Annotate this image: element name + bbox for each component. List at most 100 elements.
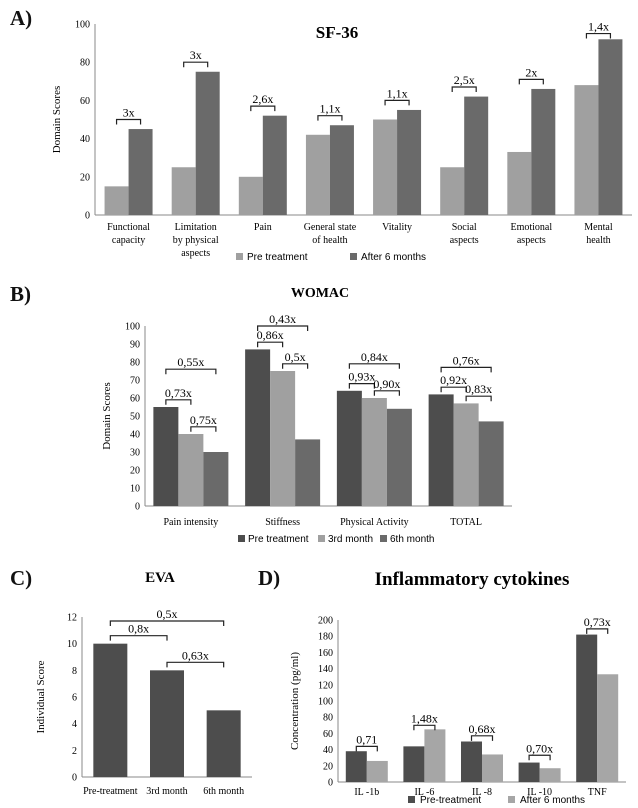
panel-label-d: D): [258, 566, 281, 590]
womac-bar: [295, 439, 321, 506]
womac-y-tick-label: 90: [130, 340, 140, 351]
womac-ratio-label: 0,86x: [257, 328, 284, 342]
sf36-category-label: health: [586, 235, 610, 246]
sf36-legend-swatch: [236, 253, 243, 260]
sf36-ratio-label: 2x: [525, 65, 537, 79]
womac-y-tick-label: 10: [130, 484, 140, 495]
sf36-bracket: [250, 105, 276, 112]
sf36-bracket: [518, 78, 544, 85]
womac-legend-label: 3rd month: [328, 534, 373, 545]
womac-bracket: [190, 426, 217, 432]
sf36-bar: [531, 88, 556, 215]
cytokines-ratio-label: 0,71: [356, 732, 377, 746]
sf36-bar: [195, 71, 220, 215]
cytokines-bar: [576, 634, 598, 782]
womac-bracket: [440, 386, 467, 393]
womac-category-label: TOTAL: [450, 517, 482, 528]
womac-ratio-label: 0,93x: [348, 370, 375, 384]
eva-y-tick-label: 10: [67, 639, 77, 650]
womac-ratio-label: 0,92x: [440, 373, 467, 387]
sf36-bar: [238, 176, 263, 215]
cytokines-legend-label: Pre-treatment: [420, 795, 481, 806]
cytokines-y-tick-label: 160: [318, 648, 333, 659]
womac-ratio-label: 0,73x: [165, 386, 192, 400]
eva-bracket: [109, 635, 168, 641]
cytokines-bar: [461, 741, 482, 782]
womac-legend-swatch: [318, 535, 325, 542]
sf36-ratio-label: 2,5x: [454, 73, 475, 87]
sf36-category-label: General state: [304, 222, 357, 233]
sf36-category-label: of health: [312, 235, 347, 246]
womac-y-tick-label: 20: [130, 466, 140, 477]
eva-bracket: [166, 661, 225, 668]
sf36-category-label: Mental: [584, 222, 613, 233]
womac-category-label: Pain intensity: [164, 517, 219, 528]
sf36-bar: [329, 125, 354, 215]
sf36-chart: 0 20 40 60 80 100 Domain Scores SF-36 Functional…: [51, 20, 632, 263]
cytokines-bracket: [470, 735, 494, 741]
cytokines-category-label: IL -8: [472, 787, 492, 798]
cytokines-y-tick-label: 200: [318, 616, 333, 627]
womac-y-tick-label: 70: [130, 376, 140, 387]
sf36-bar: [104, 186, 129, 215]
sf36-y-tick-label: 40: [80, 134, 90, 145]
eva-y-tick-label: 0: [72, 773, 77, 784]
sf36-bracket: [115, 118, 142, 125]
cytokines-category-label: TNF: [588, 787, 607, 798]
sf36-category-label: aspects: [450, 235, 479, 246]
cytokines-ratio-label: 0,70x: [526, 741, 553, 755]
womac-bracket: [440, 366, 492, 373]
sf36-category-label: aspects: [517, 235, 546, 246]
womac-bar: [153, 407, 179, 506]
sf36-ratio-label: 1,1x: [387, 86, 408, 100]
sf36-bracket: [585, 32, 612, 39]
cytokines-y-axis-label: Concentration (pg/ml): [289, 652, 301, 750]
womac-y-axis-label: Domain Scores: [101, 382, 113, 450]
eva-y-tick-label: 4: [72, 719, 77, 730]
sf36-y-tick-label: 80: [80, 58, 90, 69]
womac-ratio-label: 0,43x: [269, 312, 296, 326]
womac-bracket: [165, 368, 217, 375]
eva-chart: 0 2 4 6 8 10 12 Individual Score EVA Pre-treatmen…: [35, 570, 252, 797]
cytokines-y-tick-label: 0: [328, 778, 333, 789]
cytokines-y-tick-label: 40: [323, 745, 333, 756]
cytokines-ratio-label: 1,48x: [411, 711, 438, 725]
womac-title: WOMAC: [291, 286, 349, 301]
panel-label-a: A): [10, 6, 33, 30]
cytokines-ratio-label: 0,73x: [584, 615, 611, 629]
womac-bracket: [257, 325, 309, 331]
womac-bar: [336, 390, 362, 506]
eva-ratio-label: 0,8x: [128, 622, 149, 636]
womac-legend-label: 6th month: [390, 534, 434, 545]
womac-bar: [453, 403, 479, 506]
eva-ratio-label: 0,63x: [182, 648, 209, 662]
cytokines-bar: [403, 746, 425, 782]
panel-label-b: B): [10, 282, 31, 306]
womac-y-tick-label: 60: [130, 394, 140, 405]
womac-category-label: Physical Activity: [340, 517, 409, 528]
cytokines-bar: [366, 760, 388, 782]
womac-chart: 0 10 20 30 40 50 60 70 80 90 100 Domain Scores WOMAC…: [101, 286, 512, 545]
womac-bar: [245, 349, 271, 506]
eva-bracket: [109, 620, 225, 626]
womac-bar: [178, 434, 204, 506]
sf36-category-label: Vitality: [382, 222, 412, 233]
eva-bar: [93, 643, 128, 777]
cytokines-legend-swatch: [508, 796, 515, 803]
cytokines-bracket: [586, 628, 609, 634]
sf36-ratio-label: 3x: [123, 106, 135, 120]
sf36-bracket: [183, 61, 209, 68]
womac-legend-swatch: [238, 535, 245, 542]
sf36-ratio-label: 3x: [190, 48, 202, 62]
cytokines-legend-swatch: [408, 796, 415, 803]
cytokines-chart: 0 20 40 60 80 100 120 140 160 180 200 Concentration…: [289, 569, 626, 806]
cytokines-y-tick-label: 180: [318, 632, 333, 643]
cytokines-category-label: IL -1b: [354, 787, 379, 798]
eva-y-tick-label: 8: [72, 666, 77, 677]
sf36-bar: [373, 119, 398, 215]
eva-bar: [206, 710, 241, 777]
cytokines-y-tick-label: 60: [323, 729, 333, 740]
womac-bar: [270, 371, 296, 506]
womac-legend-swatch: [380, 535, 387, 542]
eva-category-label: 3rd month: [146, 786, 187, 797]
